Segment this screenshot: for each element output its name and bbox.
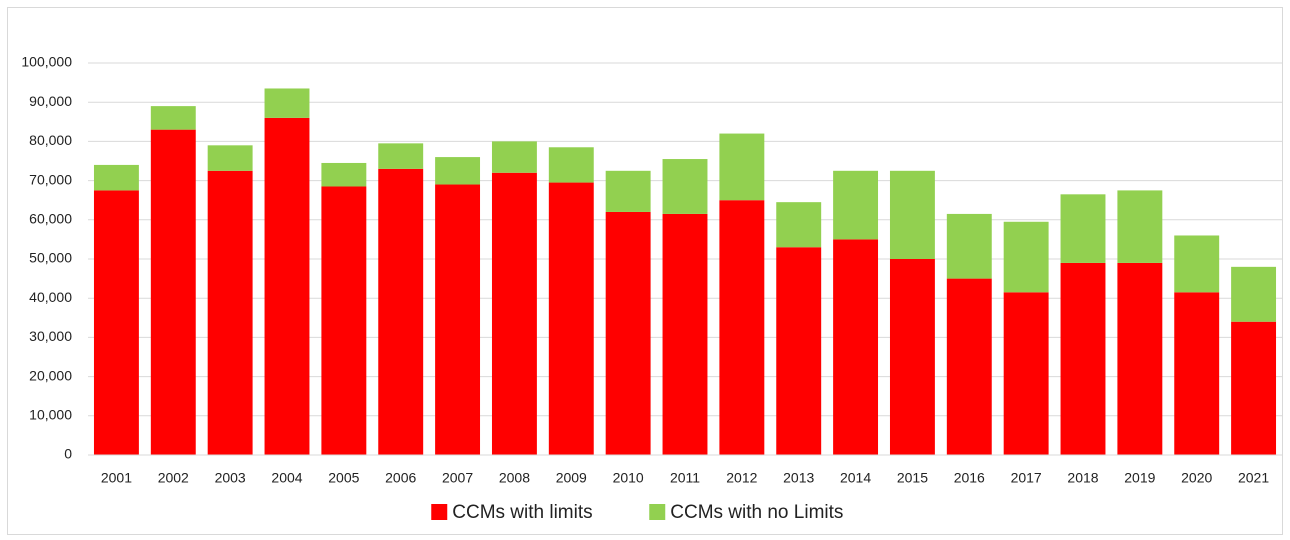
- y-tick-label: 50,000: [29, 250, 72, 266]
- bar-segment: [150, 129, 196, 455]
- bar-segment: [889, 170, 935, 259]
- bar-segment: [435, 157, 481, 185]
- bar-segment: [1060, 194, 1106, 263]
- bar-segment: [719, 133, 765, 201]
- y-tick-label: 10,000: [29, 407, 72, 423]
- bar-segment: [605, 170, 651, 212]
- bar-segment: [435, 184, 481, 455]
- bar-segment: [833, 239, 879, 455]
- x-tick-label: 2009: [556, 470, 587, 486]
- y-tick-label: 40,000: [29, 289, 72, 305]
- bar-segment: [662, 213, 708, 455]
- x-tick-label: 2010: [613, 470, 644, 486]
- bar-segment: [776, 247, 822, 455]
- x-tick-label: 2021: [1238, 470, 1269, 486]
- bar-segment: [946, 278, 992, 455]
- bar-segment: [1117, 190, 1163, 263]
- bar-segment: [378, 143, 424, 169]
- y-tick-label: 0: [64, 446, 72, 462]
- bar-segment: [207, 170, 253, 456]
- bar-segment: [662, 159, 708, 214]
- bar-segment: [321, 186, 367, 456]
- bar-segment: [321, 162, 367, 187]
- bar-segment: [491, 141, 537, 173]
- bar-segment: [548, 147, 594, 183]
- bar-segment: [1174, 292, 1220, 455]
- bar-segment: [548, 182, 594, 455]
- x-tick-label: 2012: [726, 470, 757, 486]
- x-tick-label: 2017: [1011, 470, 1042, 486]
- y-tick-label: 60,000: [29, 211, 72, 227]
- bar-segment: [93, 164, 139, 191]
- x-tick-label: 2011: [670, 470, 700, 486]
- y-tick-label: 30,000: [29, 328, 72, 344]
- bar-segment: [207, 145, 253, 171]
- legend-swatch: [649, 504, 666, 520]
- x-tick-label: 2013: [783, 470, 814, 486]
- x-tick-label: 2005: [328, 470, 359, 486]
- bar-segment: [833, 170, 879, 240]
- x-tick-label: 2008: [499, 470, 530, 486]
- legend-label: CCMs with limits: [452, 502, 592, 523]
- y-tick-label: 100,000: [21, 54, 72, 70]
- x-tick-label: 2007: [442, 470, 473, 486]
- x-tick-label: 2001: [101, 470, 132, 486]
- x-tick-label: 2018: [1067, 470, 1098, 486]
- x-tick-label: 2016: [954, 470, 985, 486]
- x-tick-label: 2002: [158, 470, 189, 486]
- x-tick-label: 2020: [1181, 470, 1212, 486]
- bar-segment: [1003, 221, 1049, 293]
- bar-segment: [150, 106, 196, 130]
- bar-segment: [93, 190, 139, 455]
- x-tick-label: 2019: [1124, 470, 1155, 486]
- x-tick-label: 2015: [897, 470, 928, 486]
- bar-segment: [776, 202, 822, 248]
- y-tick-label: 70,000: [29, 171, 72, 187]
- x-tick-label: 2004: [271, 470, 302, 486]
- bar-segment: [1231, 321, 1277, 455]
- bar-segment: [1003, 292, 1049, 455]
- x-tick-label: 2003: [215, 470, 246, 486]
- legend-swatch: [431, 504, 448, 520]
- bar-segment: [605, 211, 651, 455]
- bar-segment: [1231, 266, 1277, 322]
- bar-segment: [1117, 262, 1163, 455]
- bar-segment: [378, 168, 424, 455]
- x-tick-label: 2014: [840, 470, 871, 486]
- x-tick-label: 2006: [385, 470, 416, 486]
- bar-segment: [264, 88, 310, 118]
- bar-segment: [491, 172, 537, 455]
- bar-segment: [264, 117, 310, 455]
- y-tick-label: 90,000: [29, 93, 72, 109]
- y-tick-label: 80,000: [29, 132, 72, 148]
- bar-segment: [1060, 262, 1106, 455]
- y-tick-label: 20,000: [29, 367, 72, 383]
- bar-segment: [946, 213, 992, 279]
- bar-segment: [719, 200, 765, 455]
- bar-segment: [1174, 235, 1220, 293]
- bar-segment: [889, 259, 935, 455]
- legend-label: CCMs with no Limits: [670, 502, 843, 523]
